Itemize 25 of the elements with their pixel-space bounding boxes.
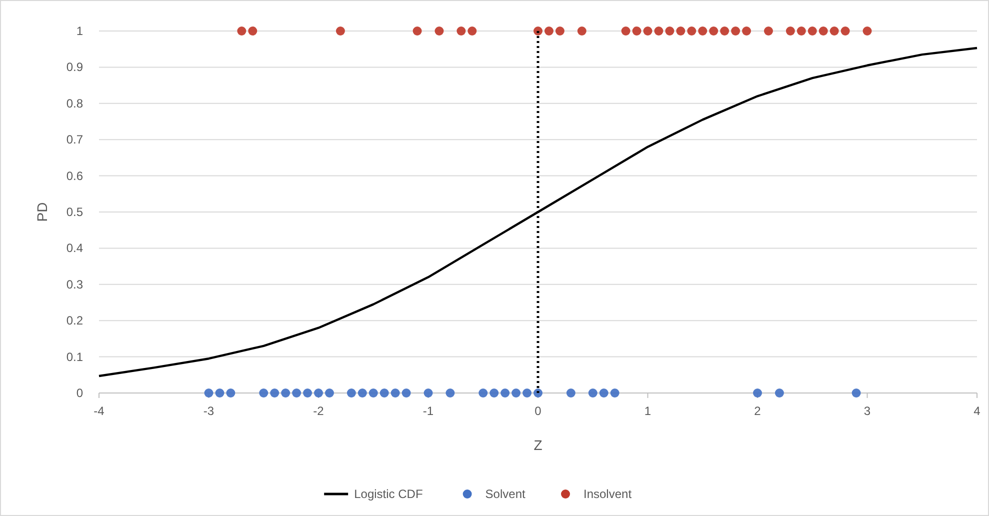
x-tick-label: -3 <box>203 404 214 418</box>
x-tick-label: -4 <box>94 404 105 418</box>
legend-label: Insolvent <box>584 487 632 501</box>
y-tick-label: 0.2 <box>66 314 84 328</box>
y-tick-label: 0.3 <box>66 277 84 292</box>
y-tick-label: 0.7 <box>66 132 84 147</box>
x-axis-title: Z <box>534 437 543 453</box>
x-tick-label: 0 <box>534 404 542 418</box>
legend-label: Solvent <box>485 487 526 501</box>
y-tick-label: 0.9 <box>66 60 84 74</box>
x-tick-label: -1 <box>422 404 434 418</box>
y-tick-label: 0.6 <box>66 168 84 183</box>
y-tick-label: 0 <box>76 386 84 400</box>
x-tick-label: -2 <box>313 404 324 418</box>
y-tick-label: 0.8 <box>66 96 84 110</box>
x-tick-label: 1 <box>644 404 652 418</box>
y-tick-label: 0.4 <box>66 241 84 256</box>
x-tick-label: 3 <box>864 404 871 418</box>
y-tick-label: 0.5 <box>66 205 84 219</box>
y-axis-title: PD <box>34 202 50 222</box>
x-tick-label: 2 <box>754 404 762 418</box>
y-tick-label: 1 <box>76 24 84 38</box>
x-tick-label: 4 <box>974 404 981 418</box>
legend-label: Logistic CDF <box>354 487 423 501</box>
y-tick-label: 0.1 <box>66 350 84 364</box>
